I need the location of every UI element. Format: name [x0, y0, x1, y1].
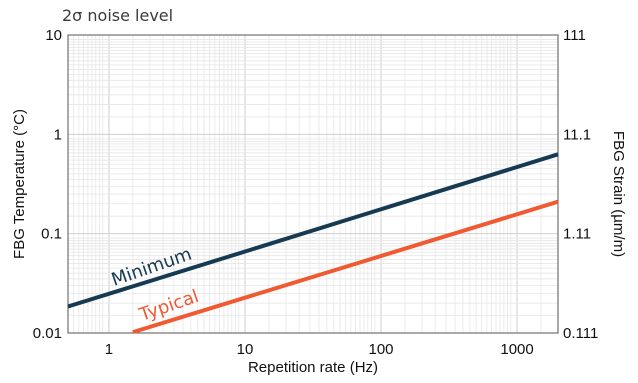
series-line-minimum: [67, 152, 559, 309]
x-tick-label: 100: [369, 341, 394, 358]
y-tick-label: 0.01: [33, 325, 62, 342]
grid: [67, 34, 559, 334]
y-axis-label: FBG Temperature (°C): [11, 109, 28, 259]
y-tick-label: 0.1: [41, 226, 62, 243]
series-lines: [67, 152, 559, 335]
y2-tick-label: 1.11: [563, 226, 591, 243]
y2-axis-label: FBG Strain (µm/m): [610, 131, 627, 257]
y-axis-ticks: 0.01 0.1 1 10: [33, 27, 62, 342]
x-tick-label: 1000: [500, 341, 533, 358]
x-axis-label: Repetition rate (Hz): [248, 359, 378, 376]
y2-tick-label: 11.1: [563, 126, 591, 143]
chart-title: 2σ noise level: [62, 6, 173, 25]
series-label-minimum: Minimum: [109, 244, 195, 291]
series-line-typical: [132, 199, 559, 335]
x-tick-label: 1: [105, 341, 113, 358]
x-axis-ticks: 1 10 100 1000: [105, 341, 534, 358]
y-tick-label: 1: [54, 126, 62, 143]
y2-tick-label: 0.111: [563, 325, 598, 342]
plot-frame: [67, 34, 559, 334]
x-tick-label: 10: [237, 341, 254, 358]
y2-axis-ticks: 0.111 1.11 11.1 111: [563, 27, 598, 342]
y-tick-label: 10: [45, 27, 62, 44]
y2-tick-label: 111: [563, 27, 586, 44]
